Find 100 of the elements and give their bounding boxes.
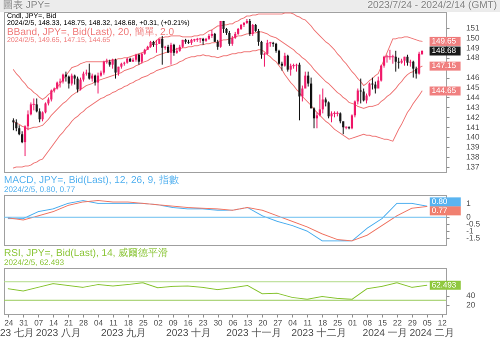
x-tick-label: 07: [34, 318, 44, 328]
candlestick: [339, 112, 342, 124]
x-tick-label: 29: [408, 318, 418, 328]
candlestick: [388, 49, 392, 60]
x-tick-label: 06: [228, 318, 238, 328]
y-tick-label: 142: [466, 112, 480, 122]
candlestick: [394, 50, 397, 72]
x-tick-label: 24: [4, 318, 14, 328]
data-label: 0.80: [432, 196, 448, 206]
candlestick: [161, 35, 164, 66]
candlestick: [94, 74, 96, 86]
candlestick: [70, 73, 73, 86]
y-tick-label: 138: [466, 152, 480, 162]
candlestick: [12, 118, 14, 131]
y-tick-label: 139: [466, 142, 480, 152]
candlestick: [140, 52, 143, 64]
text: 2023 十一月: [226, 327, 282, 339]
x-tick-label: 02: [154, 318, 164, 328]
candlestick: [248, 18, 251, 36]
y-tick-label: 143: [466, 102, 480, 112]
text: 2023/7/24 - 2024/2/14 (GMT): [367, 0, 497, 12]
x-tick-label: 25: [333, 318, 343, 328]
x-tick-label: 15: [378, 318, 388, 328]
x-tick-label: 01: [348, 318, 358, 328]
candlestick: [76, 76, 79, 93]
data-label: 144.65: [432, 86, 457, 96]
x-tick-label: 08: [363, 318, 372, 328]
x-tick-label: 04: [288, 318, 298, 328]
candlestick: [138, 53, 140, 66]
chart-title: MACD, JPY=, Bid(Last), 12, 26, 9, 指數: [4, 174, 179, 186]
y-tick-label: 146: [466, 73, 480, 82]
y-tick-label: 151: [466, 23, 480, 32]
data-label: 0.77: [432, 206, 448, 215]
y-tick-label: 140: [466, 132, 480, 142]
candlestick: [290, 63, 292, 76]
text: 圖表 JPY=: [3, 0, 50, 12]
x-tick-label: 12: [438, 318, 448, 328]
x-tick-label: 23: [198, 318, 208, 328]
data-label: 149.65: [432, 36, 457, 46]
x-tick-label: 11: [109, 318, 118, 328]
chart-subtitle: 2024/2/5, 0.80, 0.77: [4, 185, 76, 194]
x-tick-label: 31: [19, 318, 29, 328]
x-tick-label: 14: [49, 318, 59, 328]
candlestick: [96, 72, 100, 94]
y-tick-label: 137: [466, 162, 480, 172]
x-tick-label: 09: [168, 318, 178, 328]
y-tick-label: -1: [466, 226, 474, 236]
y-tick-label: 144: [466, 92, 480, 102]
candlestick: [88, 63, 90, 80]
y-tick-label: 145: [466, 83, 480, 92]
y-tick-label: 1: [466, 198, 472, 208]
candlestick: [252, 23, 254, 36]
x-tick-label: 22: [392, 318, 402, 328]
text: 2023 八月: [36, 328, 81, 339]
y-tick-label: 148: [466, 53, 480, 62]
x-tick-label: 04: [94, 318, 104, 328]
y-tick-label: 40: [466, 291, 476, 300]
candlestick: [330, 110, 333, 123]
x-tick-label: 13: [243, 318, 253, 328]
x-tick-label: 18: [318, 318, 328, 328]
text: 2024 一月: [362, 328, 408, 339]
candlestick: [360, 78, 362, 104]
y-tick-label: 0: [466, 212, 472, 222]
x-tick-label: 27: [273, 318, 283, 328]
x-tick-label: 16: [184, 318, 194, 328]
candlestick: [102, 60, 105, 76]
x-tick-label: 11: [304, 318, 312, 328]
candlestick: [406, 54, 409, 66]
x-tick-label: 18: [124, 318, 134, 328]
x-tick-label: 25: [138, 318, 148, 328]
candlestick: [286, 54, 289, 72]
candlestick: [15, 118, 18, 132]
chart-title: RSI, JPY=, Bid(Last), 14, 威爾德平滑: [4, 247, 168, 259]
y-tick-label: -1.5: [466, 234, 481, 243]
y-tick-label: 150: [466, 33, 480, 42]
text: 23 七月: [0, 327, 34, 339]
candlestick: [412, 60, 414, 78]
y-tick-label: -0.5: [466, 220, 481, 229]
candlestick: [231, 35, 234, 46]
candlestick: [418, 51, 420, 76]
chart-subtitle: 2024/2/5, 62.493: [4, 258, 65, 267]
x-tick-label: 21: [64, 318, 74, 328]
candlestick: [328, 100, 330, 119]
line-series: [8, 200, 428, 242]
candlestick: [112, 58, 114, 70]
text: 2023 九月: [101, 327, 146, 339]
data-label: 147.15: [432, 61, 457, 70]
text: 2023 十月: [166, 327, 212, 339]
candlestick: [50, 89, 52, 102]
text: 2023 十二月: [291, 327, 346, 339]
candlestick: [322, 88, 324, 114]
line-series: [8, 282, 428, 300]
candlestick: [228, 30, 230, 46]
x-tick-label: 20: [258, 318, 268, 328]
candlestick: [114, 58, 117, 80]
candlestick: [68, 75, 70, 90]
candlestick: [284, 52, 286, 68]
text: 2024 二月: [410, 328, 455, 339]
candlestick: [62, 73, 64, 84]
y-tick-label: 141: [466, 122, 480, 132]
